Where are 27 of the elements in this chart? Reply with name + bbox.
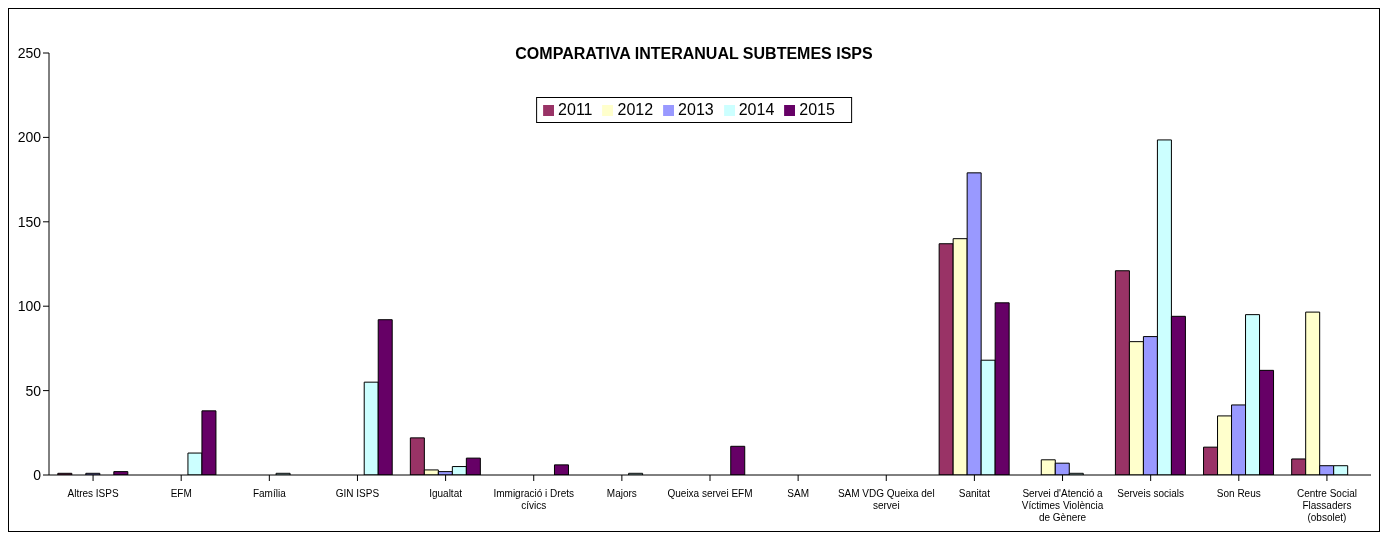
x-tick-label: Centre Social Flassaders (obsolet) — [1296, 488, 1357, 523]
chart-title: COMPARATIVA INTERANUAL SUBTEMES ISPS — [515, 45, 873, 62]
x-tick-label: Serveis socials — [1117, 488, 1185, 499]
x-tick-label: GIN ISPS — [335, 488, 380, 499]
y-tick-label: 150 — [17, 213, 42, 230]
legend-label: 2015 — [799, 101, 835, 118]
y-tick-label: 200 — [17, 129, 42, 146]
legend-label: 2012 — [617, 101, 654, 118]
y-tick-label: 100 — [17, 298, 42, 315]
x-tick-label: Queixa servei EFM — [667, 488, 753, 499]
legend-label: 2011 — [558, 101, 593, 118]
x-tick-label: Servei d'Atenció a Víctimes Violència de Gènere — [1021, 488, 1104, 523]
y-tick-label: 0 — [33, 466, 42, 483]
x-tick-label: SAM — [787, 488, 809, 499]
x-tick-label: Igualtat — [429, 488, 463, 499]
y-tick-label: 250 — [17, 44, 42, 61]
x-tick-label: Família — [252, 488, 287, 499]
x-tick-label: SAM VDG Queixa del servei — [837, 488, 935, 511]
x-tick-label: Immigració i Drets cívics — [493, 488, 575, 511]
y-tick-label: 50 — [25, 382, 42, 399]
x-tick-label: Majors — [606, 488, 637, 499]
legend-label: 2014 — [738, 101, 775, 118]
x-tick-label: Sanitat — [958, 488, 991, 499]
x-tick-label: Son Reus — [1216, 488, 1261, 499]
x-tick-label: EFM — [170, 488, 192, 499]
x-tick-label: Altres ISPS — [67, 488, 119, 499]
legend-label: 2013 — [678, 101, 714, 118]
